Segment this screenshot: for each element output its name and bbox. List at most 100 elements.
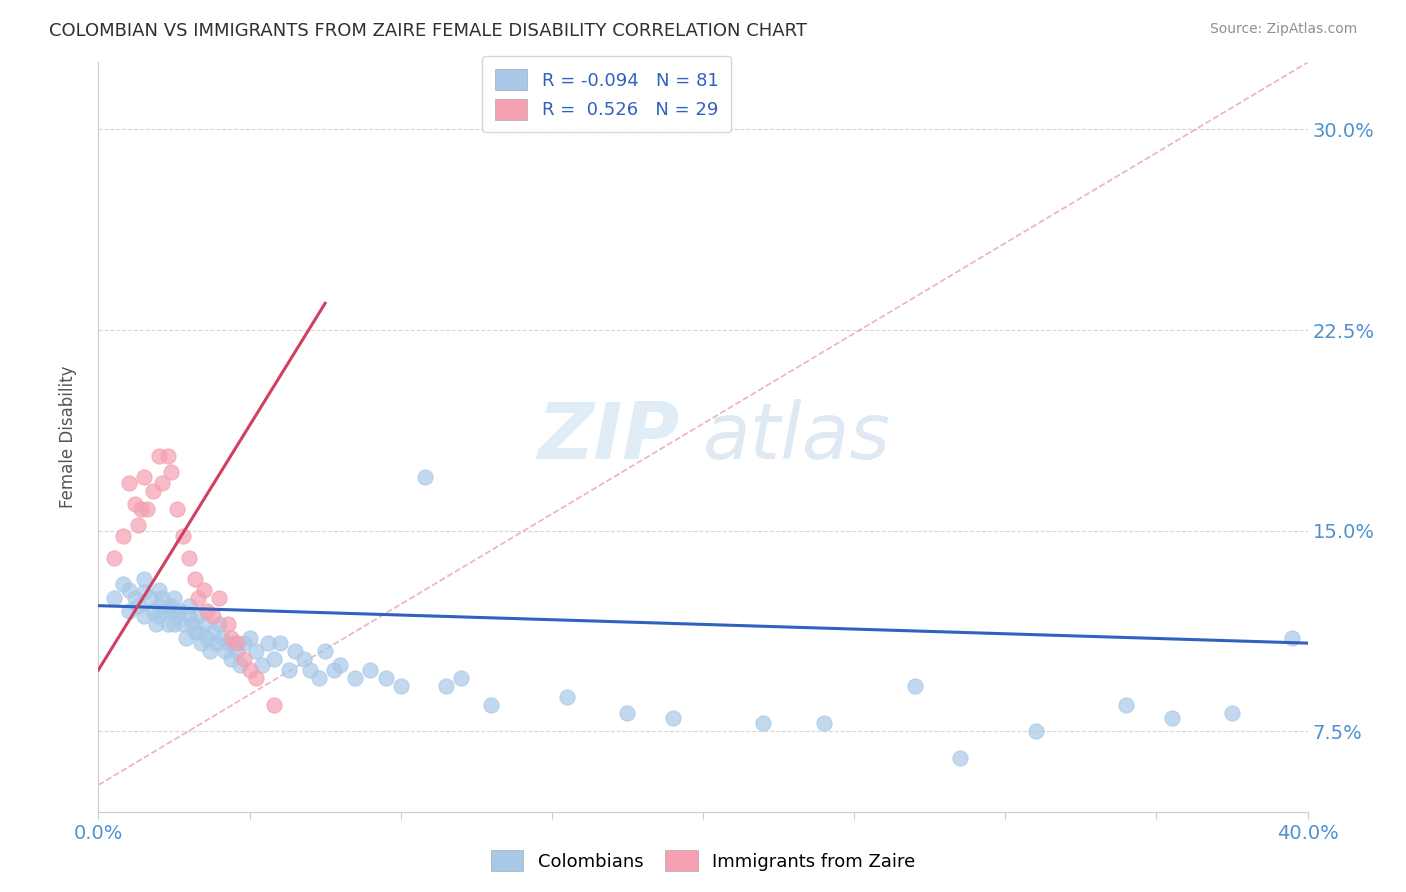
Point <box>360 663 382 677</box>
Point <box>232 636 254 650</box>
Point <box>308 671 330 685</box>
Point <box>160 599 183 613</box>
Point <box>450 671 472 685</box>
Point <box>132 585 155 599</box>
Point <box>124 591 146 605</box>
Point <box>221 652 243 666</box>
Point <box>148 609 170 624</box>
Point <box>250 657 273 672</box>
Point <box>145 617 167 632</box>
Point <box>148 582 170 597</box>
Point <box>661 711 683 725</box>
Point <box>193 582 215 597</box>
Legend: R = -0.094   N = 81, R =  0.526   N = 29: R = -0.094 N = 81, R = 0.526 N = 29 <box>482 56 731 133</box>
Point <box>323 663 346 677</box>
Point <box>153 604 176 618</box>
Point <box>1220 706 1243 720</box>
Point <box>752 716 775 731</box>
Point <box>127 518 149 533</box>
Point <box>208 591 231 605</box>
Point <box>156 449 179 463</box>
Point <box>413 470 436 484</box>
Point <box>202 625 225 640</box>
Point <box>127 599 149 613</box>
Point <box>111 577 134 591</box>
Point <box>217 617 239 632</box>
Point <box>156 617 179 632</box>
Point <box>205 636 228 650</box>
Point <box>187 625 209 640</box>
Point <box>277 663 299 677</box>
Point <box>132 572 155 586</box>
Point <box>1281 631 1303 645</box>
Point <box>103 550 125 565</box>
Point <box>163 604 186 618</box>
Point <box>616 706 638 720</box>
Point <box>200 644 222 658</box>
Text: atlas: atlas <box>703 399 891 475</box>
Point <box>124 497 146 511</box>
Point <box>434 679 457 693</box>
Point <box>135 502 157 516</box>
Point <box>226 636 249 650</box>
Point <box>389 679 412 693</box>
Point <box>174 631 197 645</box>
Point <box>269 636 291 650</box>
Point <box>184 625 207 640</box>
Point <box>904 679 927 693</box>
Point <box>374 671 396 685</box>
Point <box>229 657 252 672</box>
Text: Source: ZipAtlas.com: Source: ZipAtlas.com <box>1209 22 1357 37</box>
Point <box>239 631 262 645</box>
Point <box>166 502 188 516</box>
Point <box>111 529 134 543</box>
Point <box>329 657 352 672</box>
Point <box>245 644 267 658</box>
Point <box>245 671 267 685</box>
Point <box>118 604 141 618</box>
Point <box>148 599 170 613</box>
Point <box>190 636 212 650</box>
Point <box>129 502 152 516</box>
Point <box>214 644 236 658</box>
Point <box>481 698 503 712</box>
Point <box>132 470 155 484</box>
Point <box>150 475 173 490</box>
Point <box>142 604 165 618</box>
Point <box>224 636 246 650</box>
Point <box>1115 698 1137 712</box>
Point <box>555 690 578 704</box>
Point <box>193 617 215 632</box>
Point <box>169 604 191 618</box>
Point <box>813 716 835 731</box>
Point <box>1160 711 1182 725</box>
Point <box>344 671 367 685</box>
Point <box>179 599 201 613</box>
Point <box>314 644 336 658</box>
Point <box>139 591 162 605</box>
Point <box>202 609 225 624</box>
Y-axis label: Female Disability: Female Disability <box>59 366 77 508</box>
Point <box>163 617 186 632</box>
Point <box>284 644 307 658</box>
Point <box>118 475 141 490</box>
Point <box>211 631 233 645</box>
Point <box>132 609 155 624</box>
Point <box>195 604 218 618</box>
Point <box>172 617 194 632</box>
Point <box>118 582 141 597</box>
Point <box>299 663 322 677</box>
Point <box>949 751 972 765</box>
Point <box>239 663 262 677</box>
Point <box>142 483 165 498</box>
Point <box>292 652 315 666</box>
Point <box>163 591 186 605</box>
Point <box>217 636 239 650</box>
Point <box>195 631 218 645</box>
Point <box>148 449 170 463</box>
Point <box>181 617 204 632</box>
Text: ZIP: ZIP <box>537 399 679 475</box>
Point <box>160 465 183 479</box>
Point <box>221 631 243 645</box>
Point <box>187 609 209 624</box>
